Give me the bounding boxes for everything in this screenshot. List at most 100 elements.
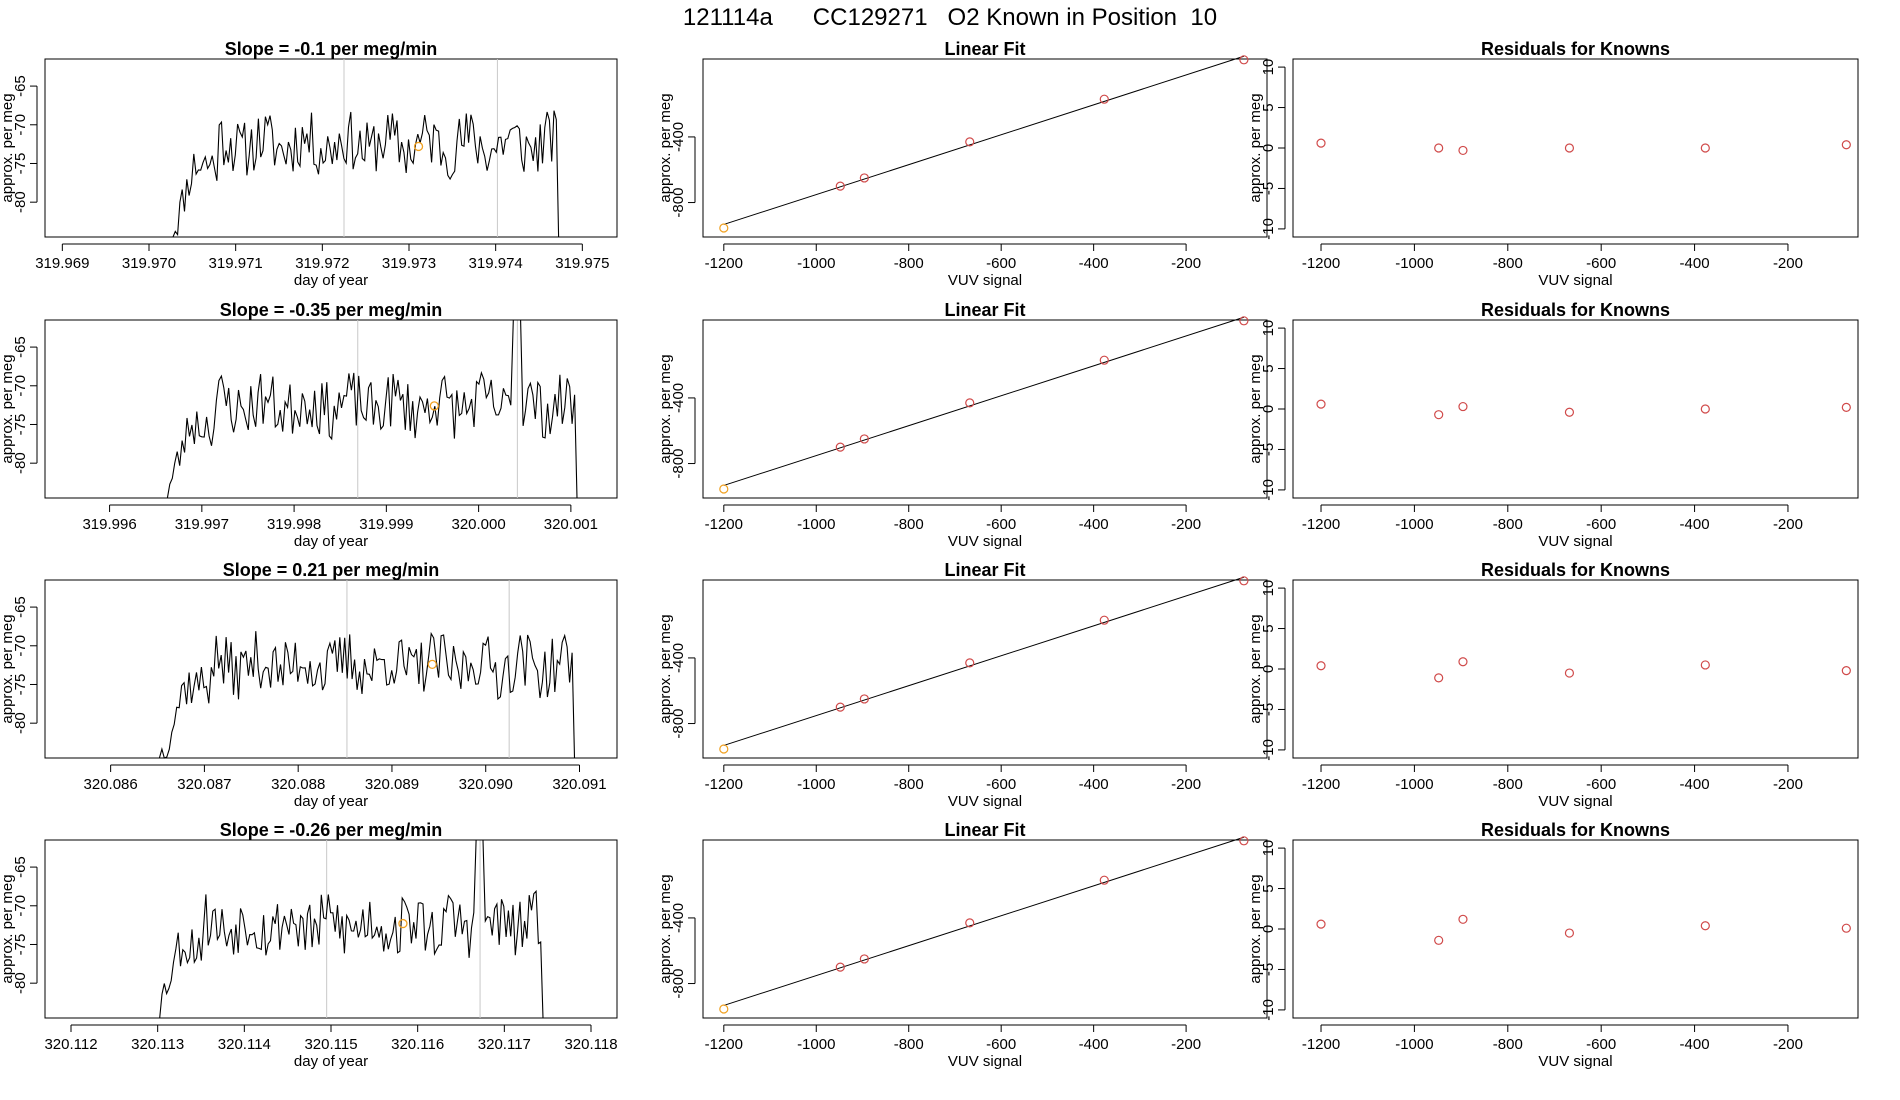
data-point	[1841, 140, 1851, 150]
x-tick-label: 320.113	[131, 1036, 184, 1053]
data-point	[1841, 666, 1851, 676]
x-tick-label: 320.000	[451, 516, 505, 533]
plot-title: Linear Fit	[944, 820, 1025, 840]
data-point	[1700, 921, 1710, 931]
resid-panel-1: Residuals for Knowns -1200 -1000 -800 -600 -4…	[1247, 300, 1859, 550]
x-tick-label: -400	[1680, 1036, 1710, 1053]
signal-trace	[170, 110, 564, 238]
x-axis-label: day of year	[294, 533, 368, 550]
x-tick-label: 319.999	[359, 516, 413, 533]
y-tick-label: -80	[12, 452, 29, 474]
plot-title: Slope = 0.21 per meg/min	[223, 560, 440, 580]
signal-trace	[164, 319, 582, 499]
data-point	[835, 962, 845, 972]
y-tick-label: -70	[12, 635, 29, 657]
x-tick-label: -800	[894, 1036, 924, 1053]
x-tick-label: 320.089	[365, 776, 419, 793]
x-tick-label: -200	[1773, 776, 1803, 793]
y-tick-label: 5	[1260, 624, 1277, 632]
y-tick-label: -70	[12, 895, 29, 917]
plot-frame	[44, 319, 618, 499]
x-axis-label: VUV signal	[948, 533, 1022, 550]
plot-frame	[1292, 58, 1859, 238]
x-tick-label: -400	[1680, 776, 1710, 793]
x-tick-label: 320.117	[478, 1036, 531, 1053]
x-tick-label: -1200	[1302, 1036, 1340, 1053]
x-tick-label: -200	[1171, 516, 1201, 533]
x-tick-label: -400	[1680, 516, 1710, 533]
line-panel-3: Slope = -0.26 per meg/min 320.112 320.113 3…	[0, 820, 618, 1070]
y-tick-label: 0	[1260, 665, 1277, 673]
x-axis-label: VUV signal	[1538, 793, 1612, 810]
x-tick-label: -400	[1079, 255, 1109, 272]
plot-title: Linear Fit	[944, 560, 1025, 580]
x-axis-label: VUV signal	[948, 793, 1022, 810]
line-panel-2: Slope = 0.21 per meg/min 320.086 320.087 32…	[0, 560, 618, 810]
plot-title: Slope = -0.35 per meg/min	[220, 300, 443, 320]
plot-frame	[702, 319, 1268, 499]
x-axis-label: day of year	[294, 793, 368, 810]
data-point	[1316, 399, 1326, 409]
y-tick-label: -80	[12, 191, 29, 213]
y-axis-label: approx. per meg	[0, 93, 16, 202]
data-point	[835, 442, 845, 452]
plot-title: Residuals for Knowns	[1481, 300, 1670, 320]
y-tick-label: -70	[12, 375, 29, 397]
x-tick-label: -800	[1493, 516, 1523, 533]
y-tick-label: 5	[1260, 103, 1277, 111]
x-tick-label: -600	[1586, 255, 1616, 272]
x-tick-label: -200	[1773, 1036, 1803, 1053]
x-tick-label: -1200	[705, 255, 743, 272]
y-tick-label: -75	[12, 674, 29, 696]
y-tick-label: -65	[12, 336, 29, 358]
fit-panel-1: Linear Fit -1200 -1000 -800 -600 -400 -200 VUV …	[657, 300, 1268, 550]
y-tick-label: -65	[12, 75, 29, 97]
plot-frame	[44, 839, 618, 1019]
x-tick-label: -1000	[1395, 776, 1433, 793]
data-point	[1316, 138, 1326, 148]
y-axis-label: approx. per meg	[657, 614, 674, 723]
y-tick-label: -800	[670, 449, 687, 479]
data-point	[1316, 661, 1326, 671]
plot-title: Slope = -0.1 per meg/min	[225, 39, 438, 59]
x-tick-label: -800	[894, 255, 924, 272]
plot-frame	[1292, 319, 1859, 499]
data-point	[1564, 668, 1575, 678]
y-axis-label: approx. per meg	[1247, 93, 1264, 202]
data-point	[835, 181, 845, 191]
y-tick-label: -400	[670, 383, 687, 413]
data-point	[719, 744, 729, 754]
x-tick-label: 320.114	[218, 1036, 271, 1053]
x-tick-label: -400	[1680, 255, 1710, 272]
data-point	[1099, 94, 1109, 104]
y-tick-label: -800	[670, 709, 687, 739]
y-tick-label: 0	[1260, 405, 1277, 413]
data-point	[1316, 919, 1326, 929]
x-axis-label: VUV signal	[948, 1053, 1022, 1070]
x-tick-label: 319.970	[122, 255, 176, 272]
fit-line	[723, 576, 1245, 746]
data-point	[1700, 660, 1710, 670]
x-tick-label: -600	[986, 255, 1016, 272]
data-point	[1099, 355, 1109, 365]
x-tick-label: -200	[1773, 255, 1803, 272]
x-tick-label: 319.975	[555, 255, 609, 272]
data-point	[1239, 316, 1249, 326]
x-tick-label: -600	[1586, 776, 1616, 793]
x-tick-label: -200	[1171, 255, 1201, 272]
y-tick-label: -5	[1260, 963, 1277, 976]
data-point	[859, 173, 869, 183]
x-tick-label: -1200	[705, 1036, 743, 1053]
x-tick-label: 319.996	[82, 516, 136, 533]
x-tick-label: -1000	[797, 255, 835, 272]
x-axis-label: VUV signal	[1538, 1053, 1612, 1070]
y-axis-label: approx. per meg	[1247, 874, 1264, 983]
plot-title: Linear Fit	[944, 39, 1025, 59]
y-tick-label: -10	[1260, 218, 1277, 240]
x-tick-label: -1200	[1302, 255, 1340, 272]
plot-frame	[702, 579, 1268, 759]
y-tick-label: -65	[12, 856, 29, 878]
x-tick-label: -400	[1079, 516, 1109, 533]
x-tick-label: -1000	[797, 1036, 835, 1053]
y-tick-label: -75	[12, 934, 29, 956]
